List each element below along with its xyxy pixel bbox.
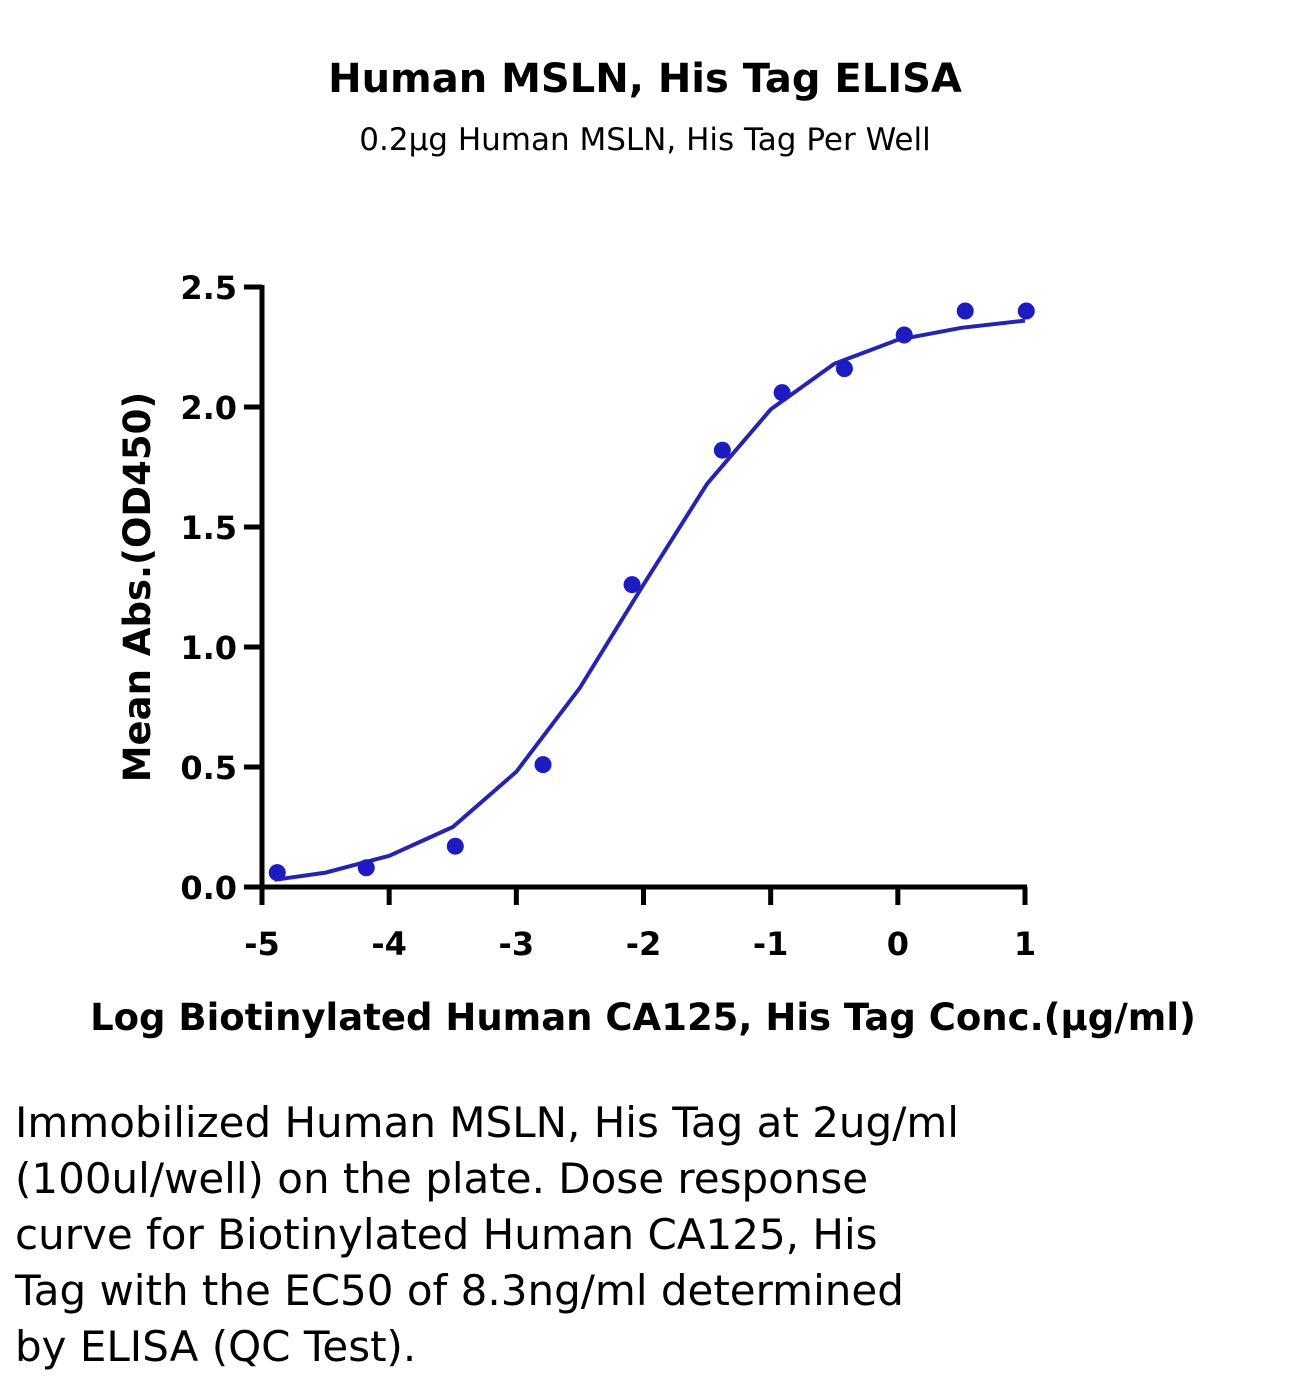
y-tick-label: 2.5: [180, 269, 237, 307]
y-axis-label: Mean Abs.(OD450): [116, 392, 159, 783]
y-tick-label: 2.0: [180, 389, 237, 427]
x-tick-label: -3: [499, 925, 535, 963]
x-tick-label: -1: [753, 925, 789, 963]
x-tick-label: -2: [626, 925, 662, 963]
y-tick-label: 1.0: [180, 629, 237, 667]
data-point: [623, 576, 641, 594]
data-point: [534, 756, 552, 774]
data-point: [446, 837, 464, 855]
data-point: [895, 326, 913, 344]
y-tick-label: 1.5: [180, 509, 237, 547]
x-tick-label: 0: [887, 925, 909, 963]
x-tick-label: 1: [1014, 925, 1036, 963]
data-point: [1017, 302, 1035, 320]
x-tick-label: -4: [371, 925, 407, 963]
y-tick-label: 0.0: [180, 869, 237, 907]
caption-line: curve for Biotinylated Human CA125, His: [15, 1210, 878, 1259]
chart-title: Human MSLN, His Tag ELISA: [328, 56, 962, 102]
caption-line: Tag with the EC50 of 8.3ng/ml determined: [14, 1266, 904, 1315]
fit-curve: [274, 318, 1026, 882]
caption-line: (100ul/well) on the plate. Dose response: [15, 1154, 868, 1203]
caption-line: by ELISA (QC Test).: [15, 1322, 416, 1371]
x-axis-label: Log Biotinylated Human CA125, His Tag Co…: [90, 996, 1196, 1039]
data-point: [956, 302, 974, 320]
x-tick-label: -5: [244, 925, 280, 963]
y-tick-label: 0.5: [180, 749, 237, 787]
data-point: [357, 859, 375, 877]
data-point: [268, 864, 286, 882]
data-point: [773, 384, 791, 402]
chart-subtitle: 0.2μg Human MSLN, His Tag Per Well: [359, 122, 930, 158]
data-point: [713, 441, 731, 459]
caption: Immobilized Human MSLN, His Tag at 2ug/m…: [14, 1098, 959, 1371]
caption-line: Immobilized Human MSLN, His Tag at 2ug/m…: [15, 1098, 959, 1147]
data-point: [835, 360, 853, 378]
